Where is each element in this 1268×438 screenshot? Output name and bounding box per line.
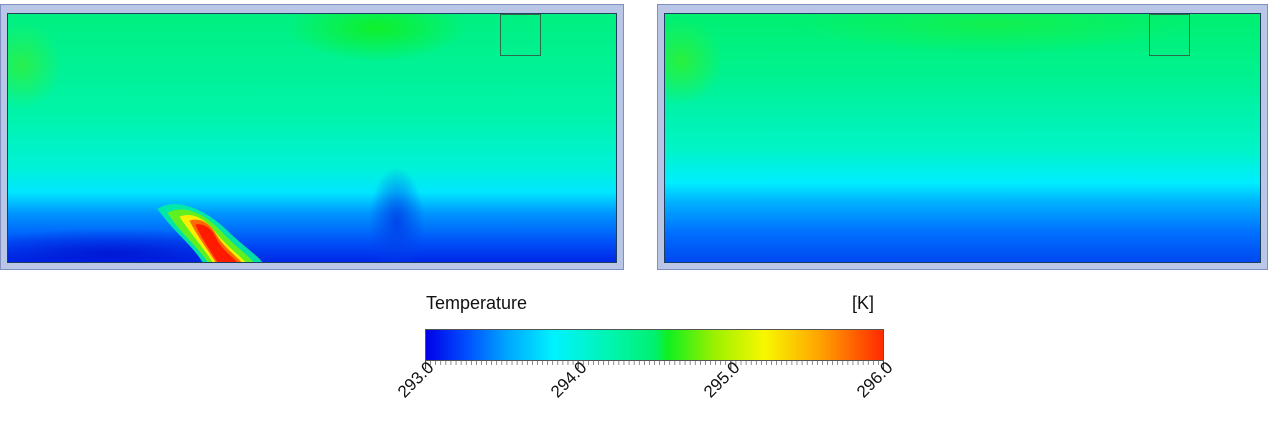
legend-unit: [K] bbox=[852, 293, 875, 313]
hot-plume bbox=[157, 204, 263, 262]
left-temperature-field bbox=[7, 13, 617, 263]
tick-label-293: 293.0 bbox=[394, 357, 438, 402]
legend-title: Temperature bbox=[426, 293, 528, 313]
colorbar-ticks bbox=[425, 361, 884, 369]
temperature-colorbar bbox=[425, 329, 884, 361]
right-contour-panel bbox=[657, 4, 1268, 270]
left-contour-panel bbox=[0, 4, 624, 270]
right-temperature-field bbox=[664, 13, 1261, 263]
probe-box bbox=[500, 14, 541, 56]
probe-box bbox=[1149, 14, 1190, 56]
